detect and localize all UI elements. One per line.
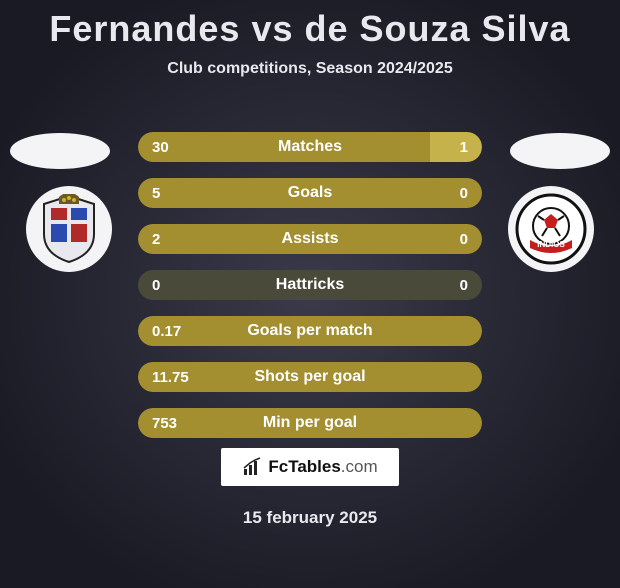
fctables-logo: FcTables.com [221, 448, 399, 486]
stat-value-left: 30 [152, 139, 169, 156]
club-crest-left [26, 186, 112, 272]
stat-label: Goals per match [247, 322, 372, 340]
page-title: Fernandes vs de Souza Silva [0, 8, 620, 50]
stat-label: Goals [288, 184, 332, 202]
logo-text-main: FcTables [268, 457, 340, 476]
stat-rows: 30 Matches 1 5 Goals 0 2 Assists 0 0 Hattricks 0 0.1… [138, 132, 482, 454]
ball-icon: INDIOS [514, 192, 588, 266]
footer-date: 15 february 2025 [243, 508, 377, 528]
page-subtitle: Club competitions, Season 2024/2025 [0, 60, 620, 78]
stat-row: 11.75 Shots per goal [138, 362, 482, 392]
stat-row: 5 Goals 0 [138, 178, 482, 208]
chart-icon [242, 457, 262, 477]
svg-text:INDIOS: INDIOS [537, 240, 565, 249]
club-crest-right: INDIOS [508, 186, 594, 272]
stat-value-left: 753 [152, 415, 177, 432]
stat-label: Matches [278, 138, 342, 156]
stat-label: Assists [282, 230, 339, 248]
stat-row: 0 Hattricks 0 [138, 270, 482, 300]
stat-row: 0.17 Goals per match [138, 316, 482, 346]
stat-value-left: 5 [152, 185, 160, 202]
stat-value-right: 0 [460, 277, 468, 294]
logo-text-suffix: .com [341, 457, 378, 476]
player-right-oval [510, 133, 610, 169]
stat-value-right: 0 [460, 231, 468, 248]
stat-value-left: 2 [152, 231, 160, 248]
stat-value-right: 1 [460, 139, 468, 156]
stat-row: 2 Assists 0 [138, 224, 482, 254]
shield-icon [39, 194, 99, 264]
player-left-oval [10, 133, 110, 169]
stat-label: Min per goal [263, 414, 357, 432]
stat-value-left: 0.17 [152, 323, 181, 340]
stat-row: 753 Min per goal [138, 408, 482, 438]
stat-label: Shots per goal [254, 368, 365, 386]
stat-label: Hattricks [276, 276, 344, 294]
stat-value-left: 11.75 [152, 369, 189, 386]
stat-value-right: 0 [460, 185, 468, 202]
stat-row: 30 Matches 1 [138, 132, 482, 162]
stat-value-left: 0 [152, 277, 160, 294]
bar-fill-right [430, 132, 482, 162]
